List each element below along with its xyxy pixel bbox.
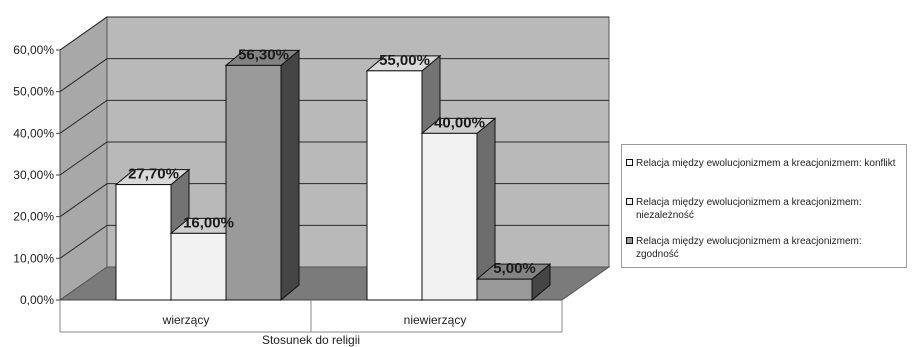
data-label: 56,30% (238, 46, 289, 63)
gridline (59, 16, 609, 51)
data-label: 27,70% (128, 166, 179, 183)
bar-front (115, 184, 172, 301)
legend-swatch-konflikt (626, 159, 633, 166)
y-tick-label: 50,00% (13, 85, 54, 99)
bar-side (280, 49, 300, 302)
legend-label-konflikt: Relacja między ewolucjonizmem a kreacjon… (636, 158, 896, 169)
bar-1-0 (365, 54, 442, 302)
x-axis: wierzący niewierzący Stosunek do religii (162, 313, 467, 347)
bars (114, 49, 552, 302)
y-axis-ticks: 0,00% 10,00% 20,00% 30,00% 40,00% 50,00% 60,00… (13, 43, 61, 307)
legend-item-konflikt: Relacja między ewolucjonizmem a kreacjon… (626, 157, 902, 170)
gridline (59, 99, 609, 134)
legend-swatch-zgodnosc (626, 237, 633, 244)
y-tick-label: 40,00% (13, 126, 54, 140)
bar-front (366, 70, 423, 301)
bar-1-2 (475, 263, 552, 302)
gridline (59, 58, 609, 93)
legend-label-niezaleznosc: Relacja między ewolucjonizmem a kreacjon… (636, 197, 862, 221)
category-label-niewierzacy: niewierzący (404, 313, 467, 327)
bar-front (225, 64, 282, 301)
bar-front (476, 278, 533, 301)
data-label: 55,00% (379, 52, 430, 69)
data-label: 16,00% (183, 214, 234, 231)
data-labels: 27,70% 16,00% 56,30% 55,00% 40,00% 5,00% (128, 46, 536, 277)
legend-label-zgodnosc: Relacja między ewolucjonizmem a kreacjon… (636, 236, 862, 260)
y-tick-label: 20,00% (13, 210, 54, 224)
x-axis-title: Stosunek do religii (262, 333, 360, 347)
data-label: 5,00% (493, 260, 536, 277)
bar-front (170, 232, 227, 301)
legend-swatch-niezaleznosc (626, 198, 633, 205)
bar-0-2 (224, 49, 301, 302)
y-tick-label: 10,00% (13, 251, 54, 265)
category-label-wierzacy: wierzący (162, 313, 210, 327)
data-label: 40,00% (434, 114, 485, 131)
bar-1-1 (420, 117, 497, 302)
legend: Relacja między ewolucjonizmem a kreacjon… (621, 144, 907, 268)
legend-item-niezaleznosc: Relacja między ewolucjonizmem a kreacjon… (626, 196, 902, 222)
y-tick-label: 30,00% (13, 168, 54, 182)
y-tick-label: 60,00% (13, 43, 54, 57)
bar-0-0 (114, 168, 191, 302)
bar-front (421, 132, 478, 301)
legend-item-zgodnosc: Relacja między ewolucjonizmem a kreacjon… (626, 235, 902, 261)
y-tick-label: 0,00% (20, 293, 54, 307)
